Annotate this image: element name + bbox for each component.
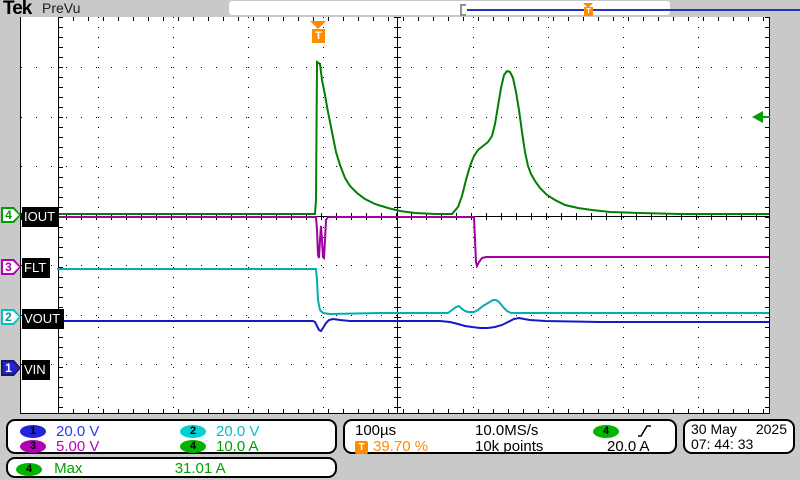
record-view-line — [467, 9, 800, 11]
graticule-top-ticks — [58, 17, 769, 21]
center-horizontal-crosshair — [21, 216, 769, 217]
trigger-level-value[interactable]: 20.0 A — [607, 438, 650, 455]
date-row: 30 May 2025 — [691, 422, 787, 437]
trigger-level-arrow-tail — [763, 116, 770, 118]
trigger-position-mini-arrow-icon[interactable] — [583, 3, 593, 8]
channel-3-scale-value: 5.00 V — [56, 437, 100, 455]
measurement-name: Max — [54, 460, 83, 477]
time-row: 07: 44: 33 — [691, 437, 787, 452]
trigger-position-mini-t-icon[interactable]: T — [584, 7, 593, 16]
trigger-position-t-icon[interactable]: T — [312, 29, 325, 43]
channel-4-badge: 4 — [180, 439, 206, 453]
top-status-bar: Tek PreVu T — [0, 0, 800, 19]
tek-logo: Tek — [3, 0, 32, 19]
trigger-level-arrow-icon[interactable] — [752, 111, 763, 123]
channel-scale-readout-box: 1 20.0 V 2 20.0 V 3 5.00 V 4 10.0 A — [6, 419, 337, 454]
record-length: 10k points — [475, 438, 544, 455]
horizontal-trigger-readout-box: 100µs 10.0MS/s 4 T 39.70 % 10k points 20.… — [343, 419, 677, 454]
datetime-box: 30 May 2025 07: 44: 33 — [683, 419, 795, 454]
trigger-t-badge-icon: T — [355, 440, 368, 454]
record-view-left-bracket-icon — [460, 4, 466, 16]
channel-4-scale-value: 10.0 A — [216, 437, 259, 455]
trigger-position-readout[interactable]: T 39.70 % — [355, 439, 428, 454]
channel-3-badge: 3 — [20, 439, 46, 453]
channel-1-scale-readout[interactable]: 1 20.0 V — [20, 422, 100, 440]
channel-4-scale-readout[interactable]: 4 10.0 A — [180, 437, 259, 455]
horizontal-position-bar[interactable]: T — [229, 1, 800, 16]
waveform-graticule — [20, 16, 770, 414]
measurement-row: 4 Max 31.01 A — [16, 461, 226, 476]
measurement-value: 31.01 A — [174, 460, 226, 477]
trigger-position-value: 39.70 % — [373, 438, 429, 455]
channel-3-scale-readout[interactable]: 3 5.00 V — [20, 437, 100, 455]
channel-1-badge: 1 — [20, 424, 46, 438]
channel-1-scale-value: 20.0 V — [56, 422, 100, 440]
channel-3-zero-marker[interactable]: 3 — [1, 259, 21, 275]
measurement-channel-badge: 4 — [16, 462, 42, 476]
channel-1-label-tag: VIN — [22, 360, 50, 380]
channel-2-badge: 2 — [180, 424, 206, 438]
channel-2-zero-marker[interactable]: 2 — [1, 309, 21, 325]
channel-2-scale-value: 20.0 V — [216, 422, 260, 440]
trigger-source-badge: 4 — [593, 424, 619, 438]
channel-2-scale-readout[interactable]: 2 20.0 V — [180, 422, 260, 440]
channel-4-label-tag: IOUT — [22, 207, 60, 227]
time-value: 07: 44: 33 — [691, 436, 754, 452]
graticule-bottom-ticks — [58, 409, 769, 413]
acquisition-mode-label: PreVu — [42, 0, 81, 16]
trigger-source-readout[interactable]: 4 — [593, 423, 652, 438]
channel-2-label-tag: VOUT — [22, 309, 65, 329]
channel-1-zero-marker[interactable]: 1 — [1, 360, 21, 376]
trigger-position-arrow-icon[interactable] — [310, 21, 326, 29]
timebase-scale[interactable]: 100µs — [355, 422, 397, 439]
date-year: 2025 — [755, 421, 787, 437]
measurement-readout-box[interactable]: 4 Max 31.01 A — [6, 457, 337, 478]
channel-4-zero-marker[interactable]: 4 — [1, 207, 21, 223]
date-day: 30 May — [691, 421, 737, 437]
channel-3-label-tag: FLT — [22, 258, 51, 278]
rising-edge-slope-icon — [638, 425, 652, 437]
sample-rate: 10.0MS/s — [475, 422, 539, 439]
